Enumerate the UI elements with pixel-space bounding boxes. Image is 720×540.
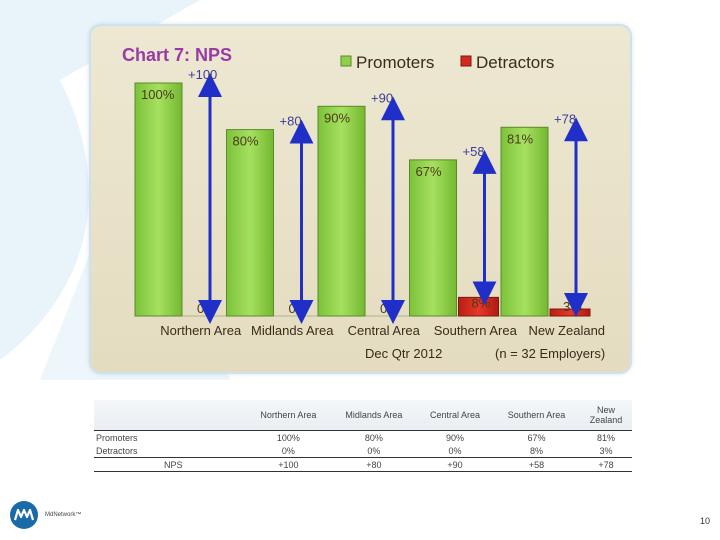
table-corner: [94, 400, 246, 431]
legend-label-promoters: Promoters: [356, 53, 434, 72]
nps-label: +100: [188, 67, 217, 82]
data-label-promoters: 67%: [416, 164, 442, 179]
table-cell: +90: [447, 459, 463, 470]
chart-title: Chart 7: NPS: [122, 45, 232, 65]
table-row: Promoters 100% 80% 90% 67% 81%: [94, 431, 632, 445]
table-cell: 100%: [276, 432, 300, 443]
table-cell: 0%: [367, 445, 381, 456]
table-cell: 81%: [596, 432, 615, 443]
table-cell: +58: [528, 459, 545, 470]
table-header: Northern Area: [246, 400, 331, 431]
table-header: Central Area: [417, 400, 494, 431]
table-header: New Zealand: [580, 400, 632, 431]
data-label-detractors: 3%: [563, 299, 582, 314]
nps-chart: Chart 7: NPS Promoters Detractors 100% 0%…: [122, 45, 605, 361]
table-header: Southern Area: [493, 400, 580, 431]
bar-promoters: [317, 105, 366, 317]
bar-promoters: [409, 159, 457, 317]
table-cell: 90%: [446, 432, 465, 443]
nps-label: +78: [554, 111, 576, 126]
footnote-sample: (n = 32 Employers): [495, 346, 605, 361]
row-label: NPS: [164, 459, 183, 470]
table-cell: 3%: [599, 445, 613, 456]
table-cell: +100: [278, 459, 299, 470]
table-cell: 0%: [448, 445, 462, 456]
x-tick-label: Midlands Area: [251, 323, 334, 338]
table-row: NPS +100 +80 +90 +58 +78: [94, 458, 632, 472]
table-cell: 0%: [281, 445, 295, 456]
data-label-promoters: 80%: [233, 134, 259, 149]
data-table: Northern Area Midlands Area Central Area…: [94, 400, 632, 472]
legend-swatch-promoters: [340, 55, 352, 67]
page-number: 10: [700, 516, 711, 526]
table-header-row: Northern Area Midlands Area Central Area…: [94, 400, 632, 431]
table-cell: 8%: [530, 445, 544, 456]
data-label-detractors: 0%: [197, 301, 216, 316]
data-label-promoters: 100%: [141, 87, 175, 102]
data-label-detractors: 0%: [289, 301, 308, 316]
nps-label: +90: [371, 90, 393, 105]
x-tick-label: New Zealand: [528, 323, 605, 338]
footnote-period: Dec Qtr 2012: [365, 346, 442, 361]
data-label-detractors: 0%: [380, 301, 399, 316]
x-tick-label: Southern Area: [434, 323, 518, 338]
company-logo: [10, 501, 38, 529]
data-label-promoters: 81%: [507, 131, 533, 146]
bar-promoters: [500, 126, 549, 317]
x-tick-label: Northern Area: [160, 323, 242, 338]
table-cell: 80%: [364, 432, 383, 443]
nps-label: +58: [463, 144, 485, 159]
table-cell: 67%: [527, 432, 546, 443]
table-cell: +80: [366, 459, 382, 470]
table-row: Detractors 0% 0% 0% 8% 3%: [94, 444, 632, 458]
legend-swatch-detractors: [460, 55, 472, 67]
legend-label-detractors: Detractors: [476, 53, 554, 72]
row-label: Detractors: [96, 445, 138, 456]
x-tick-label: Central Area: [348, 323, 421, 338]
table-header: Midlands Area: [330, 400, 418, 431]
nps-label: +80: [280, 114, 302, 129]
bar-promoters: [226, 129, 274, 317]
data-label-promoters: 90%: [324, 110, 350, 125]
logo-text: MdNetwork™: [45, 512, 82, 518]
bar-promoters: [134, 82, 183, 317]
data-label-detractors: 8%: [472, 295, 491, 310]
table-cell: +78: [598, 459, 614, 470]
chart-panel: Chart 7: NPS Promoters Detractors 100% 0%…: [91, 26, 630, 372]
row-label: Promoters: [96, 432, 138, 443]
